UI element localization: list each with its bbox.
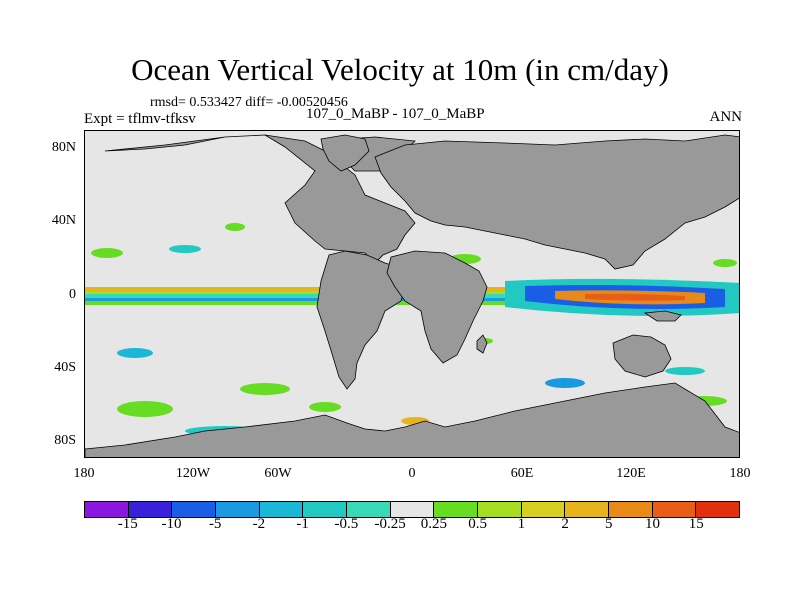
case-comparison-label: 107_0_MaBP - 107_0_MaBP — [306, 106, 485, 122]
lat-tick-80s: 80S — [54, 433, 76, 448]
colorbar-label: -10 — [161, 516, 182, 532]
colorbar-label: 10 — [645, 516, 661, 532]
map-field — [85, 134, 739, 457]
colorbar-swatch — [521, 502, 566, 517]
land-masses — [85, 134, 739, 457]
experiment-label: Expt = tflmv-tfksv — [84, 111, 196, 127]
colorbar-swatch — [696, 502, 740, 517]
colorbar-swatch — [609, 502, 653, 517]
colorbar-swatch — [565, 502, 610, 517]
colorbar-swatch — [347, 502, 391, 517]
colorbar-label: -15 — [117, 516, 138, 532]
colorbar-label: 15 — [688, 516, 704, 532]
colorbar-swatch — [128, 502, 173, 517]
colorbar-swatch — [652, 502, 697, 517]
colorbar-label: 0.5 — [468, 516, 487, 532]
colorbar-swatch — [172, 502, 217, 517]
colorbar-swatch — [390, 502, 435, 517]
lon-tick-60w: 60W — [264, 466, 292, 481]
lon-tick-0: 0 — [408, 466, 416, 481]
colorbar-label: -0.5 — [334, 516, 359, 532]
lon-tick-180-west: 180 — [73, 466, 95, 481]
colorbar-label: -5 — [208, 516, 222, 532]
lon-tick-120w: 120W — [175, 466, 211, 481]
colorbar-label: 2 — [561, 516, 569, 532]
lat-tick-80n: 80N — [51, 140, 76, 155]
colorbar-label: 5 — [605, 516, 613, 532]
colorbar-label: -0.25 — [374, 516, 406, 532]
lon-tick-120e: 120E — [616, 466, 646, 481]
colorbar-swatch — [216, 502, 260, 517]
colorbar — [84, 501, 740, 518]
colorbar-label: -2 — [252, 516, 266, 532]
map-panel — [84, 130, 740, 458]
colorbar-label: -1 — [296, 516, 309, 532]
colorbar-label: 1 — [517, 516, 526, 532]
colorbar-swatch — [434, 502, 479, 517]
lon-tick-60e: 60E — [510, 466, 534, 481]
colorbar-swatch — [478, 502, 522, 517]
lat-tick-40n: 40N — [51, 213, 76, 228]
lon-tick-180-east: 180 — [729, 466, 751, 481]
plot-title: Ocean Vertical Velocity at 10m (in cm/da… — [131, 52, 669, 87]
colorbar-swatch — [85, 502, 129, 517]
lat-tick-40s: 40S — [54, 360, 76, 375]
colorbar-swatch — [303, 502, 348, 517]
colorbar-label: 0.25 — [420, 516, 447, 532]
rmsd-diff-stats: rmsd= 0.533427 diff= -0.00520456 — [150, 95, 348, 110]
lat-tick-0: 0 — [69, 287, 76, 302]
colorbar-swatch — [259, 502, 304, 517]
season-label: ANN — [709, 109, 743, 125]
